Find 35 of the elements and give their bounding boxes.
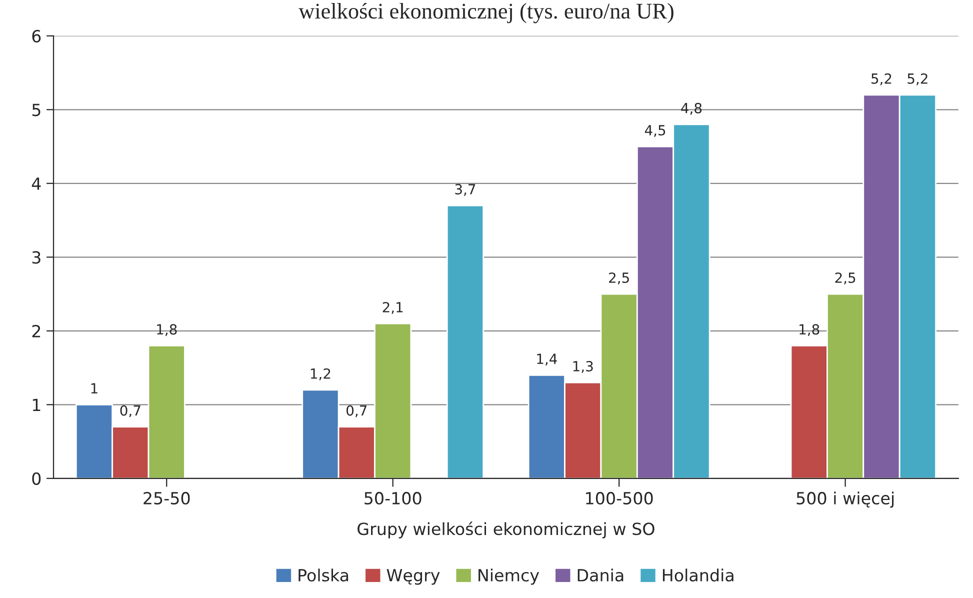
y-tick-label: 2 [32, 324, 40, 338]
data-label: 1,8 [157, 324, 177, 336]
data-label: 0,7 [120, 405, 140, 418]
data-label: 1,4 [537, 354, 557, 366]
data-label: 5,2 [908, 73, 928, 86]
x-tick-label: 25-50 [144, 492, 190, 504]
data-label: 4,8 [681, 102, 702, 115]
data-label: 0,7 [346, 405, 367, 418]
data-label: 2,5 [609, 272, 629, 284]
y-tick-label: 1 [32, 398, 40, 411]
legend-label: Polska [298, 568, 348, 582]
x-axis-title: Grupy wielkości ekonomicznej w SO [358, 522, 654, 538]
data-label: 4,5 [644, 125, 666, 137]
y-tick-label: 3 [32, 251, 40, 264]
y-tick-label: 0 [32, 472, 41, 485]
x-tick-label: 100-500 [586, 492, 653, 504]
legend-label: Węgry [386, 569, 440, 585]
y-tick-label: 5 [32, 104, 40, 116]
data-label: 1,2 [310, 368, 330, 380]
legend-label: Holandia [662, 568, 734, 582]
data-label: 2,5 [835, 272, 856, 284]
data-label: 3,7 [455, 184, 476, 196]
data-label: 5,2 [872, 73, 892, 86]
y-tick-label: 4 [32, 178, 41, 190]
data-label: 1 [91, 383, 98, 394]
bar [446, 204, 484, 478]
data-label: 2,1 [382, 302, 403, 314]
data-label: 1,8 [800, 324, 820, 336]
x-tick-label: 50-100 [364, 492, 422, 504]
x-tick-label: 500 i więcej [796, 492, 894, 508]
legend-label: Dania [578, 568, 624, 582]
y-tick-label: 6 [32, 30, 41, 42]
legend-label: Niemcy [478, 568, 540, 585]
data-label: 1,3 [573, 360, 593, 373]
chart-title: wielkości ekonomicznej (tys. euro/na UR) [298, 2, 674, 24]
